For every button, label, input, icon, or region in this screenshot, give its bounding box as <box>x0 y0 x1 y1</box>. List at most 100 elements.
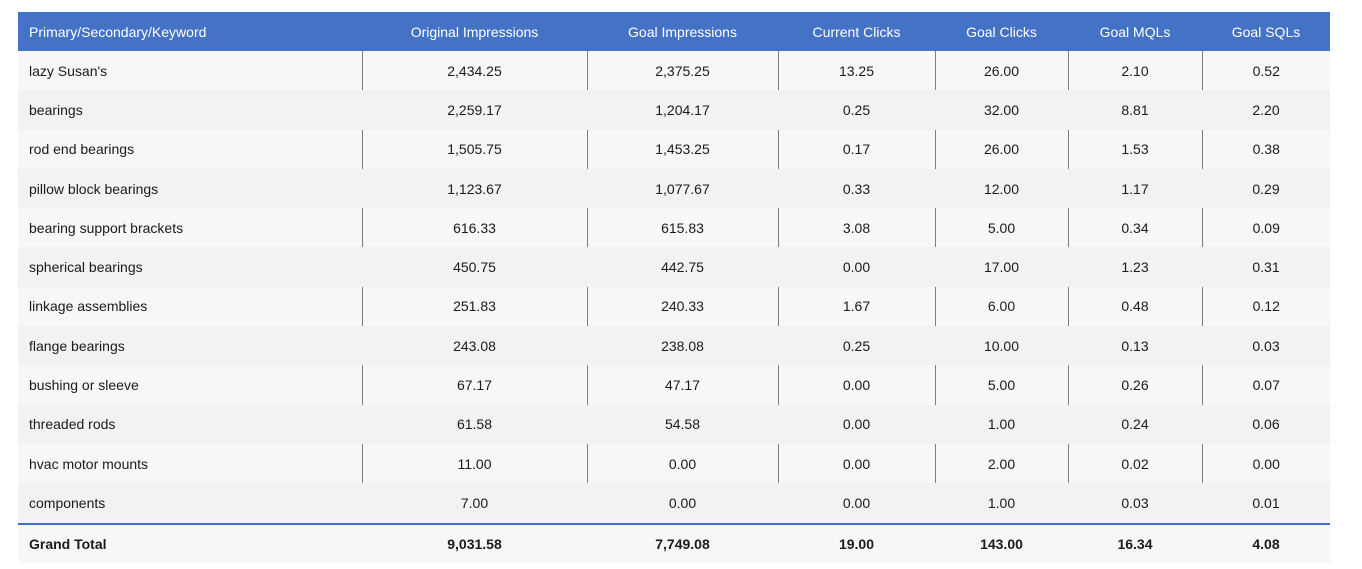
cell-goal-mqls: 8.81 <box>1068 90 1202 130</box>
cell-keyword: flange bearings <box>18 326 362 366</box>
cell-original-impressions: 2,434.25 <box>361 51 587 91</box>
keyword-table-container: Primary/Secondary/Keyword Original Impres… <box>18 12 1330 563</box>
column-header-original-impressions[interactable]: Original Impressions <box>362 12 587 51</box>
cell-goal-impressions: 238.08 <box>587 326 778 366</box>
cell-goal-mqls: 0.26 <box>1067 365 1202 405</box>
cell-goal-sqls: 0.52 <box>1201 51 1330 91</box>
table-row: pillow block bearings 1,123.67 1,077.67 0.3… <box>18 168 1330 209</box>
table-row: flange bearings 243.08 238.08 0.25 10.00 0.13… <box>18 326 1330 366</box>
cell-keyword: linkage assemblies <box>18 286 362 327</box>
total-cell-keyword: Grand Total <box>18 522 362 563</box>
cell-goal-clicks: 1.00 <box>935 404 1068 444</box>
cell-goal-clicks: 5.00 <box>934 365 1068 405</box>
cell-goal-sqls: 0.09 <box>1201 208 1330 248</box>
cell-goal-clicks: 26.00 <box>934 129 1068 169</box>
table-row: spherical bearings 450.75 442.75 0.00 17.00 1… <box>18 247 1330 287</box>
cell-goal-sqls: 0.00 <box>1201 443 1330 484</box>
table-row: linkage assemblies 251.83 240.33 1.67 6.00 0.… <box>18 286 1330 327</box>
cell-current-clicks: 0.00 <box>778 404 935 444</box>
cell-goal-clicks: 1.00 <box>935 483 1068 524</box>
cell-goal-mqls: 0.48 <box>1067 286 1202 327</box>
table-row: lazy Susan's 2,434.25 2,375.25 13.25 26.00 2.… <box>18 51 1330 91</box>
cell-keyword: hvac motor mounts <box>18 443 362 484</box>
cell-goal-mqls: 1.53 <box>1067 129 1202 169</box>
cell-current-clicks: 3.08 <box>777 208 935 248</box>
cell-goal-impressions: 442.75 <box>587 247 778 287</box>
table-body: lazy Susan's 2,434.25 2,375.25 13.25 26.00 2.… <box>18 51 1330 524</box>
cell-goal-sqls: 0.29 <box>1202 168 1330 209</box>
cell-goal-impressions: 1,077.67 <box>587 168 778 209</box>
cell-goal-impressions: 0.00 <box>586 443 778 484</box>
cell-goal-sqls: 0.07 <box>1201 365 1330 405</box>
cell-keyword: threaded rods <box>18 404 362 444</box>
cell-keyword: rod end bearings <box>18 129 362 169</box>
cell-goal-sqls: 0.01 <box>1202 483 1330 524</box>
table-row: bearings 2,259.17 1,204.17 0.25 32.00 8.81 2.2… <box>18 90 1330 130</box>
cell-current-clicks: 0.00 <box>777 365 935 405</box>
cell-original-impressions: 450.75 <box>362 247 587 287</box>
table-row: bushing or sleeve 67.17 47.17 0.00 5.00 0.26 0… <box>18 365 1330 405</box>
cell-current-clicks: 0.00 <box>778 483 935 524</box>
cell-keyword: lazy Susan's <box>18 51 362 91</box>
column-header-keyword[interactable]: Primary/Secondary/Keyword <box>18 12 362 51</box>
cell-original-impressions: 11.00 <box>361 443 587 484</box>
total-cell-goal-sqls: 4.08 <box>1202 522 1330 563</box>
cell-goal-mqls: 2.10 <box>1067 51 1202 91</box>
cell-current-clicks: 1.67 <box>777 286 935 327</box>
cell-original-impressions: 61.58 <box>362 404 587 444</box>
cell-original-impressions: 616.33 <box>361 208 587 248</box>
cell-goal-impressions: 615.83 <box>586 208 778 248</box>
cell-current-clicks: 0.00 <box>777 443 935 484</box>
cell-goal-impressions: 0.00 <box>587 483 778 524</box>
cell-goal-impressions: 47.17 <box>586 365 778 405</box>
column-header-current-clicks[interactable]: Current Clicks <box>778 12 935 51</box>
header-row: Primary/Secondary/Keyword Original Impres… <box>18 12 1330 51</box>
cell-original-impressions: 67.17 <box>361 365 587 405</box>
cell-keyword: bushing or sleeve <box>18 365 362 405</box>
cell-keyword: pillow block bearings <box>18 168 362 209</box>
cell-goal-impressions: 1,204.17 <box>587 90 778 130</box>
cell-original-impressions: 1,123.67 <box>362 168 587 209</box>
cell-original-impressions: 251.83 <box>361 286 587 327</box>
cell-goal-sqls: 0.38 <box>1201 129 1330 169</box>
total-cell-current-clicks: 19.00 <box>778 522 935 563</box>
column-header-goal-sqls[interactable]: Goal SQLs <box>1202 12 1330 51</box>
column-header-goal-clicks[interactable]: Goal Clicks <box>935 12 1068 51</box>
cell-goal-mqls: 0.03 <box>1068 483 1202 524</box>
cell-goal-clicks: 5.00 <box>934 208 1068 248</box>
cell-goal-mqls: 0.34 <box>1067 208 1202 248</box>
cell-goal-clicks: 6.00 <box>934 286 1068 327</box>
cell-goal-mqls: 1.17 <box>1068 168 1202 209</box>
total-cell-goal-impressions: 7,749.08 <box>587 522 778 563</box>
cell-goal-sqls: 0.03 <box>1202 326 1330 366</box>
column-header-goal-mqls[interactable]: Goal MQLs <box>1068 12 1202 51</box>
table-row: threaded rods 61.58 54.58 0.00 1.00 0.24 0.06 <box>18 404 1330 444</box>
cell-goal-impressions: 2,375.25 <box>586 51 778 91</box>
cell-goal-mqls: 0.24 <box>1068 404 1202 444</box>
table-row: components 7.00 0.00 0.00 1.00 0.03 0.01 <box>18 483 1330 524</box>
cell-original-impressions: 243.08 <box>362 326 587 366</box>
cell-current-clicks: 0.00 <box>778 247 935 287</box>
cell-goal-sqls: 2.20 <box>1202 90 1330 130</box>
table-footer: Grand Total 9,031.58 7,749.08 19.00 143.00 16… <box>18 522 1330 563</box>
cell-keyword: components <box>18 483 362 524</box>
cell-goal-clicks: 12.00 <box>935 168 1068 209</box>
table-row: hvac motor mounts 11.00 0.00 0.00 2.00 0.02 0.… <box>18 443 1330 484</box>
cell-goal-mqls: 0.13 <box>1068 326 1202 366</box>
total-cell-original-impressions: 9,031.58 <box>362 522 587 563</box>
cell-goal-sqls: 0.31 <box>1202 247 1330 287</box>
cell-goal-mqls: 1.23 <box>1068 247 1202 287</box>
cell-original-impressions: 2,259.17 <box>362 90 587 130</box>
cell-goal-impressions: 1,453.25 <box>586 129 778 169</box>
cell-goal-impressions: 54.58 <box>587 404 778 444</box>
column-header-goal-impressions[interactable]: Goal Impressions <box>587 12 778 51</box>
cell-keyword: bearings <box>18 90 362 130</box>
cell-current-clicks: 0.25 <box>778 90 935 130</box>
cell-goal-clicks: 2.00 <box>934 443 1068 484</box>
cell-current-clicks: 13.25 <box>777 51 935 91</box>
cell-goal-sqls: 0.12 <box>1201 286 1330 327</box>
cell-original-impressions: 7.00 <box>362 483 587 524</box>
cell-current-clicks: 0.17 <box>777 129 935 169</box>
cell-original-impressions: 1,505.75 <box>361 129 587 169</box>
cell-goal-sqls: 0.06 <box>1202 404 1330 444</box>
